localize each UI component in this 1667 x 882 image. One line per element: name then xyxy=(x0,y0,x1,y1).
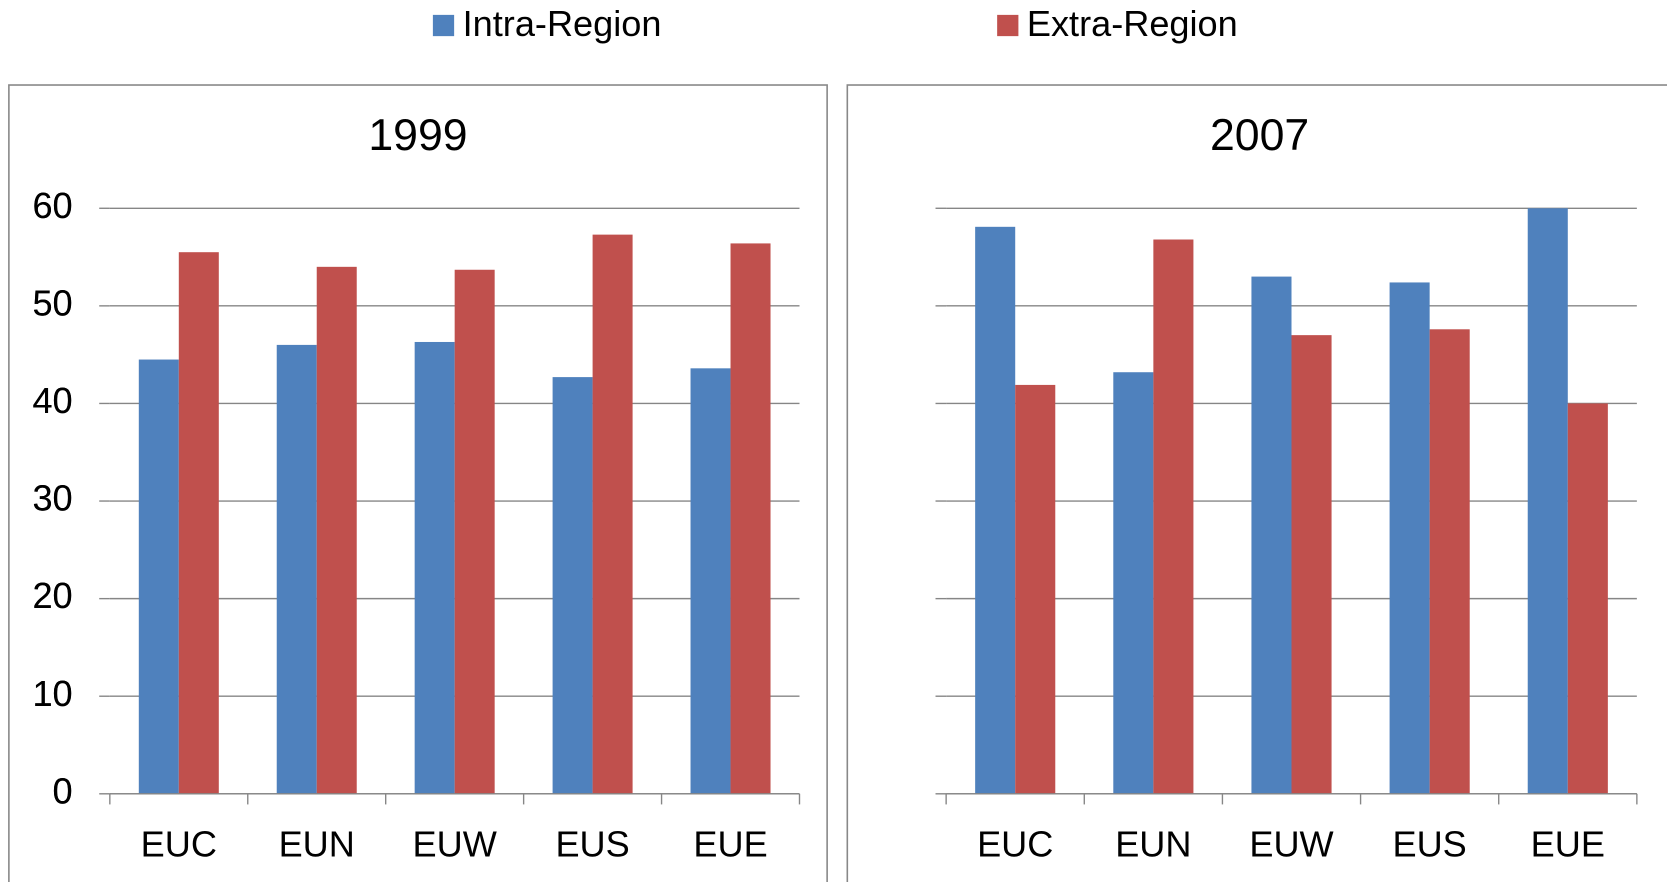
y-tick-label: 0 xyxy=(53,770,73,811)
x-tick-label: EUS xyxy=(1393,823,1467,864)
bar xyxy=(316,266,357,794)
bar xyxy=(1251,276,1292,794)
y-tick-label: 50 xyxy=(32,282,72,323)
x-tick-label: EUN xyxy=(279,823,355,864)
bar xyxy=(1015,384,1056,794)
y-tick-label: 30 xyxy=(32,478,72,519)
y-tick-label: 60 xyxy=(32,185,72,226)
x-tick-label: EUC xyxy=(141,823,217,864)
bar xyxy=(414,341,455,794)
chart-title: 1999 xyxy=(368,111,467,160)
y-tick-label: 20 xyxy=(32,575,72,616)
x-tick-label: EUE xyxy=(693,823,767,864)
bar xyxy=(975,226,1016,794)
y-tick-label: 0 xyxy=(53,770,73,811)
bar xyxy=(178,252,219,794)
bar xyxy=(138,359,179,794)
y-tick-label: 20 xyxy=(32,575,72,616)
panel-frame xyxy=(846,84,1667,882)
x-tick-label: EUC xyxy=(977,823,1053,864)
legend-swatch xyxy=(997,14,1019,37)
bar xyxy=(592,234,633,794)
legend-label: Extra-Region xyxy=(1027,3,1238,44)
legend-label: Intra-Region xyxy=(463,3,662,44)
bar xyxy=(1429,329,1470,794)
bar xyxy=(1389,282,1430,794)
y-tick-label: 40 xyxy=(32,380,72,421)
y-tick-label: 50 xyxy=(32,282,72,323)
y-tick-label: 10 xyxy=(32,673,72,714)
y-tick-label: 40 xyxy=(32,380,72,421)
x-tick-label: EUW xyxy=(1249,823,1333,864)
x-tick-label: EUS xyxy=(555,823,629,864)
x-tick-label: EUE xyxy=(1531,823,1605,864)
y-tick-label: 30 xyxy=(32,478,72,519)
bar xyxy=(552,377,593,794)
x-tick-label: EUN xyxy=(1115,823,1191,864)
bar xyxy=(730,243,771,794)
bar xyxy=(1153,239,1194,794)
bar xyxy=(1113,372,1154,794)
y-tick-label: 60 xyxy=(32,185,72,226)
bar xyxy=(276,344,317,794)
bar xyxy=(690,368,731,794)
chart-title: 2007 xyxy=(1210,111,1309,160)
panel-frame xyxy=(8,84,828,882)
bar xyxy=(1291,335,1332,794)
y-tick-label: 10 xyxy=(32,673,72,714)
bar xyxy=(454,269,495,794)
bar xyxy=(1567,403,1608,794)
legend-swatch xyxy=(432,14,455,37)
x-tick-label: EUW xyxy=(413,823,497,864)
bar xyxy=(1527,208,1568,794)
